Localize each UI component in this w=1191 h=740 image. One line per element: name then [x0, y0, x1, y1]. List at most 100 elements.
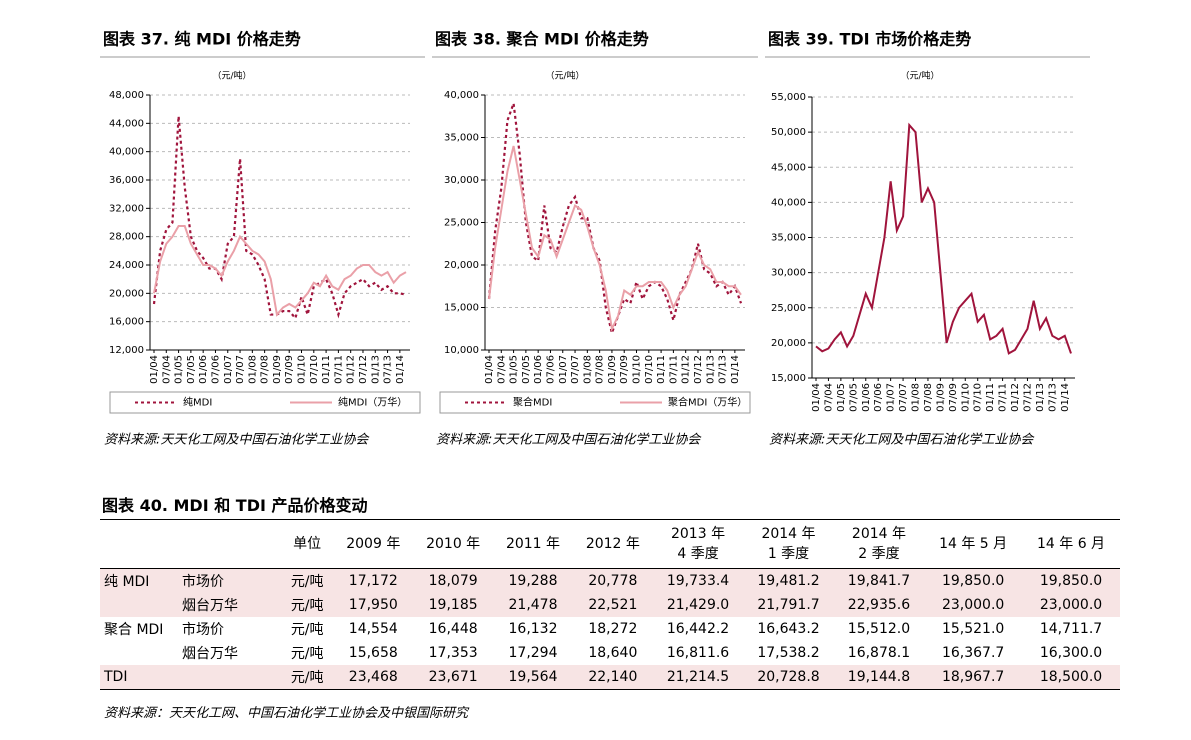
x-tick-label: 07/07 — [570, 355, 581, 384]
cell-value: 14,711.7 — [1039, 621, 1103, 637]
y-tick-label: 15,000 — [771, 373, 806, 384]
cell-value: 17,538.2 — [757, 645, 820, 661]
x-tick-label: 07/05 — [521, 355, 532, 384]
x-tick-label: 01/05 — [174, 355, 185, 384]
table-row: 聚合 MDI 市场价 元/吨 14,554 16,448 16,132 18,272 16,4… — [100, 617, 1120, 641]
column-header: 2010 年 — [413, 519, 494, 569]
chart-title: 图表 39. TDI 市场价格走势 — [768, 30, 971, 49]
cell-value: 19,185 — [413, 593, 494, 617]
x-tick-label: 01/14 — [730, 355, 741, 384]
row-item: 烟台万华 — [178, 593, 281, 617]
x-tick-label: 01/04 — [484, 355, 495, 384]
column-header: 2014 年 1 季度 — [743, 519, 834, 569]
x-tick-label: 01/07 — [558, 355, 569, 384]
y-tick-label: 20,000 — [771, 338, 806, 349]
column-header-line: 4 季度 — [677, 546, 719, 562]
x-tick-label: 01/09 — [607, 355, 618, 384]
series-line — [152, 116, 407, 321]
cell-value: 18,640 — [588, 645, 638, 661]
legend-box — [109, 391, 421, 414]
cell-value: 23,468 — [333, 665, 414, 690]
row-item: 市场价 — [182, 622, 224, 638]
table-row: TDI 元/吨 23,468 23,671 19,564 22,140 21,214.5 20… — [100, 665, 1120, 690]
column-header: 2009 年 — [333, 519, 414, 569]
cell-value: 15,512.0 — [847, 621, 911, 637]
cell-value: 23,000.0 — [924, 593, 1023, 617]
row-item — [178, 665, 281, 690]
y-tick-label: 12,000 — [109, 345, 144, 356]
y-unit: （元/吨） — [212, 70, 251, 82]
x-tick-label: 07/13 — [718, 355, 729, 384]
y-unit: （元/吨） — [545, 70, 584, 82]
row-group — [100, 593, 178, 617]
x-tick-label: 07/10 — [973, 383, 984, 412]
row-unit: 元/吨 — [281, 593, 334, 617]
table-source: 资料来源：天天化工网、中国石油化学工业协会及中银国际研究 — [104, 706, 469, 721]
x-tick-label: 07/04 — [161, 355, 172, 384]
x-tick-label: 01/13 — [705, 355, 716, 384]
row-group: TDI — [100, 665, 178, 690]
x-tick-label: 07/09 — [619, 355, 630, 384]
x-tick-label: 07/06 — [873, 383, 884, 412]
x-tick-label: 07/09 — [948, 383, 959, 412]
column-header-line: 2014 年 — [761, 526, 816, 542]
x-tick-label: 01/13 — [1035, 383, 1046, 412]
x-tick-label: 07/13 — [1047, 383, 1058, 412]
x-tick-label: 07/09 — [284, 355, 295, 384]
y-tick-label: 25,000 — [771, 303, 806, 314]
cell-value: 19,850.0 — [1022, 568, 1120, 593]
y-tick-label: 10,000 — [444, 345, 479, 356]
y-tick-label: 35,000 — [771, 233, 806, 244]
x-tick-label: 07/10 — [309, 355, 320, 384]
y-tick-label: 24,000 — [109, 260, 144, 271]
x-tick-label: 07/12 — [693, 355, 704, 384]
cell-value: 21,214.5 — [652, 665, 744, 690]
chart-title: 图表 37. 纯 MDI 价格走势 — [103, 30, 301, 49]
y-tick-label: 45,000 — [771, 162, 806, 173]
x-tick-label: 01/06 — [198, 355, 209, 384]
column-header-line: 2014 年 — [851, 526, 907, 542]
cell-value: 17,950 — [333, 593, 414, 617]
cell-value: 21,478 — [493, 593, 573, 617]
column-header-line: 2013 年 — [670, 526, 726, 542]
series-line — [153, 225, 407, 317]
x-tick-label: 01/10 — [960, 383, 971, 412]
table-row: 烟台万华 元/吨 17,950 19,185 21,478 22,521 21,429.0 2… — [100, 593, 1120, 617]
y-tick-label: 44,000 — [109, 118, 144, 129]
table-title: 图表 40. MDI 和 TDI 产品价格变动 — [102, 496, 368, 515]
y-tick-label: 40,000 — [771, 197, 806, 208]
cell-value: 19,481.2 — [743, 568, 834, 593]
row-unit: 元/吨 — [290, 646, 324, 662]
row-item: 烟台万华 — [182, 646, 238, 662]
blank — [178, 519, 281, 569]
series-line — [815, 122, 1072, 355]
cell-value: 16,442.2 — [666, 621, 730, 637]
x-tick-label: 07/05 — [186, 355, 197, 384]
row-unit: 元/吨 — [281, 568, 334, 593]
x-tick-label: 07/06 — [210, 355, 221, 384]
x-tick-label: 01/13 — [370, 355, 381, 384]
x-tick-label: 01/06 — [533, 355, 544, 384]
blank — [100, 519, 178, 569]
cell-value: 23,671 — [413, 665, 494, 690]
x-tick-label: 07/08 — [260, 355, 271, 384]
cell-value: 22,935.6 — [833, 593, 925, 617]
cell-value: 17,353 — [428, 645, 478, 661]
cell-value: 16,448 — [428, 621, 478, 637]
cell-value: 14,554 — [348, 621, 398, 637]
x-tick-label: 07/08 — [923, 383, 934, 412]
row-item: 市场价 — [178, 568, 281, 593]
column-header-line: 2 季度 — [858, 546, 900, 562]
x-tick-label: 01/04 — [149, 355, 160, 384]
x-tick-label: 01/10 — [297, 355, 308, 384]
legend-label: 纯MDI — [183, 396, 212, 409]
price-table: 单位 2009 年 2010 年 2011 年 2012 年 2013 年 4 季度 2014… — [100, 519, 1120, 690]
cell-value: 21,429.0 — [652, 593, 744, 617]
y-tick-label: 55,000 — [771, 92, 806, 103]
row-unit: 元/吨 — [290, 622, 324, 638]
x-tick-label: 07/04 — [823, 383, 834, 412]
row-group — [100, 641, 178, 665]
x-tick-label: 01/08 — [247, 355, 258, 384]
x-tick-label: 01/12 — [1010, 383, 1021, 412]
y-tick-label: 32,000 — [109, 203, 144, 214]
